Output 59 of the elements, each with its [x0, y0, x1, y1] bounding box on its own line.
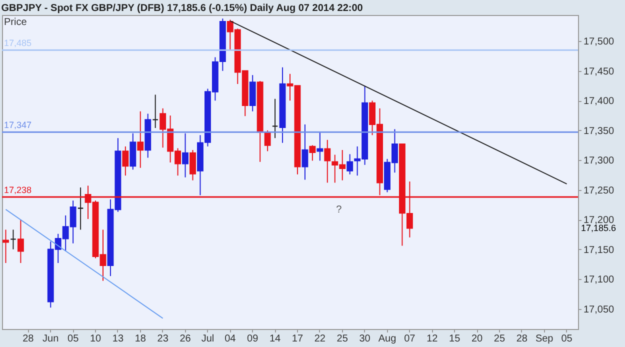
x-tick-label: 15 [449, 334, 461, 344]
y-tick-label: 17,300 [584, 156, 615, 167]
y-tick-label: 17,450 [584, 66, 615, 78]
chart-title: GBPJPY - Spot FX GBP/JPY (DFB) 17,185.6 (-0.15%) Daily Aug 07 2014 22:00 [1, 3, 364, 14]
candlestick [316, 131, 324, 162]
x-tick-label: 05 [561, 334, 573, 344]
candlestick [77, 186, 84, 230]
candlestick [137, 110, 144, 168]
x-tick-label: 04 [224, 334, 236, 344]
y-axis-title: Price [4, 17, 28, 28]
y-tick-label: 17,050 [584, 304, 615, 316]
x-tick-label: Sep [535, 334, 554, 344]
x-tick-label: Aug [378, 334, 396, 344]
y-tick-label: 17,150 [584, 244, 615, 256]
x-tick-label: 13 [112, 334, 124, 344]
candlestick [10, 229, 16, 250]
annotation: ? [336, 204, 342, 216]
x-tick-label: 25 [336, 334, 348, 344]
candlestick [2, 229, 9, 264]
ref-line-label: 17,347 [4, 120, 32, 130]
y-tick-label: 17,400 [584, 96, 615, 108]
x-tick-label: 14 [269, 334, 282, 344]
x-tick-label: 12 [426, 334, 438, 344]
x-tick-label: 17 [292, 334, 304, 344]
candlestick [122, 146, 129, 176]
x-tick-label: 30 [359, 334, 371, 344]
ref-line-label: 17,238 [4, 184, 32, 195]
x-tick-label: 26 [180, 334, 192, 344]
x-tick-label: Jun [42, 334, 59, 344]
candlestick [130, 132, 136, 170]
x-tick-label: 10 [90, 334, 102, 344]
x-tick-label: 07 [404, 334, 416, 344]
y-tick-label: 17,250 [584, 185, 615, 196]
x-tick-label: 28 [516, 334, 528, 344]
candlestick [190, 149, 196, 181]
x-tick-label: 22 [314, 334, 326, 344]
candlestick [324, 139, 331, 184]
x-tick-label: 09 [247, 334, 259, 344]
x-tick-label: 20 [471, 334, 484, 344]
candlestick [309, 144, 316, 162]
x-tick-label: 25 [494, 334, 506, 344]
candlestick [249, 74, 256, 112]
candlestick [302, 124, 308, 180]
candlestick [264, 130, 271, 152]
candlestick [272, 98, 278, 139]
x-tick-label: 18 [134, 334, 146, 344]
candlestick [182, 132, 188, 178]
x-tick-label: 05 [68, 334, 80, 344]
x-tick-label: 28 [22, 334, 34, 344]
y-tick-label: 17,500 [584, 36, 615, 48]
candlestick [346, 154, 354, 175]
text: 17,185.6 [581, 223, 616, 234]
candlestick [152, 94, 159, 128]
ref-line-label: 17,485 [4, 38, 32, 48]
y-tick-label: 17,100 [584, 274, 615, 286]
candlestick [17, 219, 24, 264]
x-tick-label: 23 [157, 334, 169, 344]
x-tick-label: Jul [201, 334, 214, 344]
y-tick-label: 17,350 [584, 126, 615, 137]
